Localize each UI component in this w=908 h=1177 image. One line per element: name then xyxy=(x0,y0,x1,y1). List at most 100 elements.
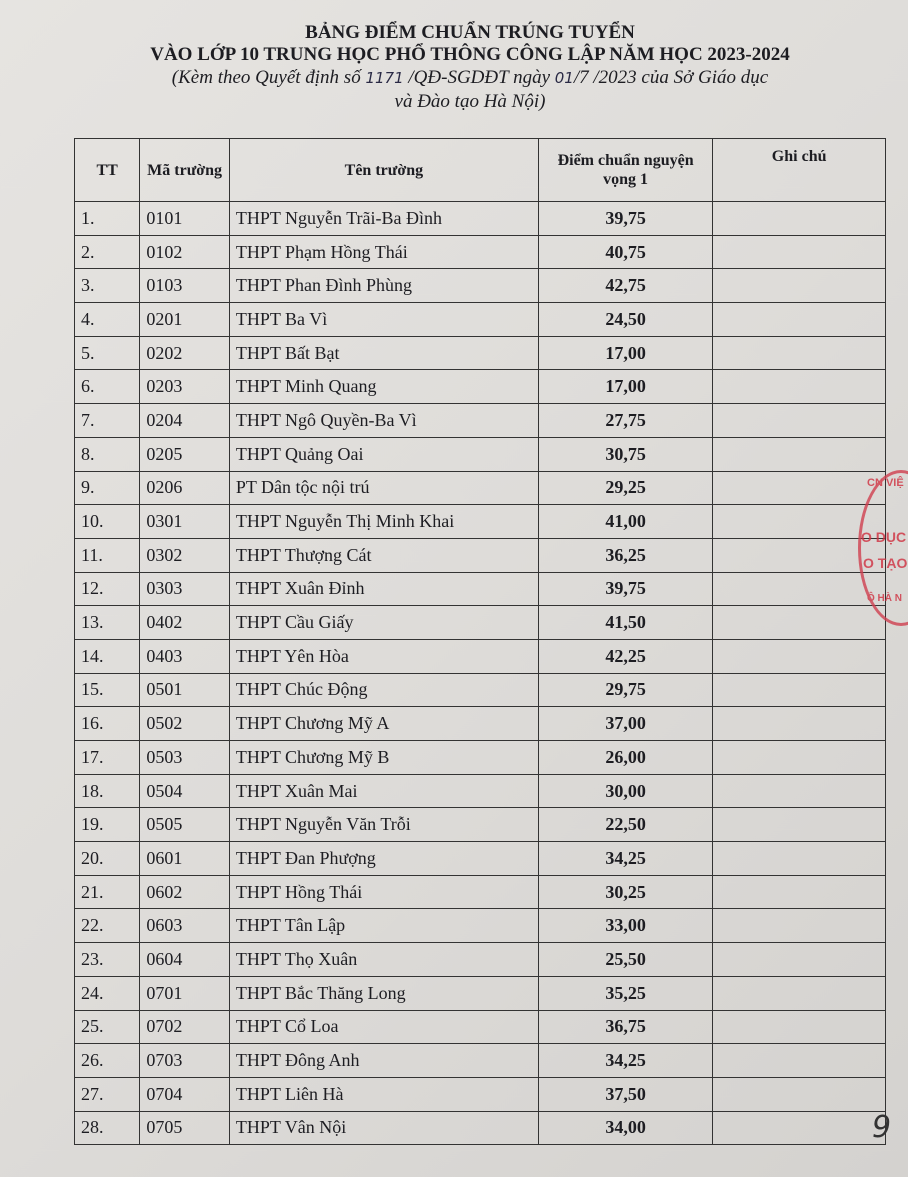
row-number: 2. xyxy=(73,234,141,270)
table-row: 26. 0703 THPT Đông Anh 34,25 xyxy=(73,1043,886,1078)
decision-note-line2: và Đào tạo Hà Nội) xyxy=(394,91,546,112)
column-header: Ghi chú xyxy=(712,138,886,202)
school-name: THPT Liên Hà xyxy=(228,1076,539,1112)
table-row: 25. 0702 THPT Cổ Loa 36,75 xyxy=(73,1009,886,1045)
cutoff-score: 37,50 xyxy=(537,1076,714,1112)
school-name: THPT Chương Mỹ A xyxy=(228,706,539,741)
table-row: 12. 0303 THPT Xuân Đỉnh 39,75 xyxy=(73,571,886,607)
row-number: 10. xyxy=(73,504,141,539)
school-code: 0504 xyxy=(139,773,230,809)
school-code: 0206 xyxy=(139,470,230,506)
school-code: 0502 xyxy=(139,706,230,741)
school-name: THPT Ba Vì xyxy=(228,302,539,337)
school-code: 0201 xyxy=(139,302,230,337)
school-code: 0601 xyxy=(139,841,230,876)
table-row: 13. 0402 THPT Cầu Giấy 41,50 xyxy=(73,605,886,640)
note-suffix: /7 /2023 của Sở Giáo dục xyxy=(573,67,769,88)
row-number: 5. xyxy=(73,335,141,371)
cutoff-score: 29,25 xyxy=(537,470,714,506)
note xyxy=(712,975,886,1011)
note xyxy=(712,369,886,405)
column-header: Tên trường xyxy=(228,138,539,202)
table-row: 15. 0501 THPT Chúc Động 29,75 xyxy=(73,672,886,708)
column-header: Điểm chuẩn nguyện vọng 1 xyxy=(537,138,714,202)
note xyxy=(712,841,886,876)
row-number: 16. xyxy=(73,706,141,741)
note xyxy=(712,908,886,944)
table-row: 22. 0603 THPT Tân Lập 33,00 xyxy=(73,908,886,944)
note xyxy=(712,672,886,708)
score-table: TT Mã trường Tên trường Điểm chuẩn nguyện v… xyxy=(73,138,886,1146)
table-row: 1. 0101 THPT Nguyễn Trãi-Ba Đình 39,75 xyxy=(73,201,886,236)
table-row: 28. 0705 THPT Vân Nội 34,00 xyxy=(73,1110,886,1146)
row-number: 4. xyxy=(73,302,141,337)
row-number: 12. xyxy=(73,571,141,607)
note xyxy=(712,1110,886,1146)
row-number: 21. xyxy=(73,874,141,910)
row-number: 24. xyxy=(73,975,141,1011)
school-name: THPT Cổ Loa xyxy=(228,1009,539,1045)
school-code: 0303 xyxy=(139,571,230,607)
note xyxy=(712,302,886,337)
note xyxy=(712,403,886,438)
note xyxy=(712,807,886,843)
cutoff-score: 25,50 xyxy=(537,942,714,977)
school-name: THPT Nguyễn Văn Trỗi xyxy=(228,807,539,843)
note xyxy=(712,1076,886,1112)
cutoff-score: 30,75 xyxy=(537,436,714,472)
school-code: 0503 xyxy=(139,740,230,775)
cutoff-score: 39,75 xyxy=(537,571,714,607)
table-row: 24. 0701 THPT Bắc Thăng Long 35,25 xyxy=(73,975,886,1011)
stamp-text: O DỤC xyxy=(861,529,907,545)
school-name: THPT Phan Đình Phùng xyxy=(228,268,539,304)
cutoff-score: 41,00 xyxy=(537,504,714,539)
note xyxy=(712,773,886,809)
cutoff-score: 29,75 xyxy=(537,672,714,708)
row-number: 9. xyxy=(73,470,141,506)
table-row: 7. 0204 THPT Ngô Quyền-Ba Vì 27,75 xyxy=(73,403,886,438)
note-prefix: (Kèm theo Quyết định số xyxy=(171,67,361,88)
school-name: THPT Nguyễn Trãi-Ba Đình xyxy=(228,201,539,236)
table-row: 18. 0504 THPT Xuân Mai 30,00 xyxy=(73,773,886,809)
school-name: THPT Chương Mỹ B xyxy=(228,740,539,775)
table-row: 8. 0205 THPT Quảng Oai 30,75 xyxy=(73,436,886,472)
school-name: THPT Đan Phượng xyxy=(228,841,539,876)
school-code: 0403 xyxy=(139,638,230,674)
cutoff-score: 30,00 xyxy=(537,773,714,809)
cutoff-score: 39,75 xyxy=(537,201,714,236)
row-number: 18. xyxy=(73,773,141,809)
note xyxy=(712,201,886,236)
row-number: 15. xyxy=(73,672,141,708)
school-code: 0702 xyxy=(139,1009,230,1045)
school-code: 0705 xyxy=(139,1110,230,1146)
note xyxy=(712,234,886,270)
cutoff-score: 27,75 xyxy=(537,403,714,438)
school-code: 0203 xyxy=(139,369,230,405)
school-name: THPT Xuân Mai xyxy=(228,773,539,809)
school-name: THPT Xuân Đỉnh xyxy=(228,571,539,607)
table-row: 11. 0302 THPT Thượng Cát 36,25 xyxy=(73,537,886,573)
cutoff-score: 34,25 xyxy=(537,841,714,876)
school-code: 0103 xyxy=(139,268,230,304)
cutoff-score: 22,50 xyxy=(537,807,714,843)
cutoff-score: 26,00 xyxy=(537,740,714,775)
table-row: 19. 0505 THPT Nguyễn Văn Trỗi 22,50 xyxy=(73,807,886,843)
document-title: BẢNG ĐIỂM CHUẨN TRÚNG TUYỂN xyxy=(305,22,635,43)
school-name: THPT Tân Lập xyxy=(228,908,539,944)
school-name: THPT Hồng Thái xyxy=(228,874,539,910)
school-code: 0501 xyxy=(139,672,230,708)
note xyxy=(712,436,886,472)
row-number: 27. xyxy=(73,1076,141,1112)
school-code: 0202 xyxy=(139,335,230,371)
school-name: THPT Thượng Cát xyxy=(228,537,539,573)
cutoff-score: 17,00 xyxy=(537,335,714,371)
school-code: 0505 xyxy=(139,807,230,843)
cutoff-score: 34,25 xyxy=(537,1043,714,1078)
red-seal-stamp: CN VIỆ O DỤC O TẠO Ô HÀ N xyxy=(858,470,908,626)
cutoff-score: 34,00 xyxy=(537,1110,714,1146)
note xyxy=(712,335,886,371)
stamp-text: O TẠO xyxy=(863,555,908,571)
decision-number: 1171 xyxy=(365,69,404,87)
cutoff-score: 42,25 xyxy=(537,638,714,674)
school-code: 0701 xyxy=(139,975,230,1011)
